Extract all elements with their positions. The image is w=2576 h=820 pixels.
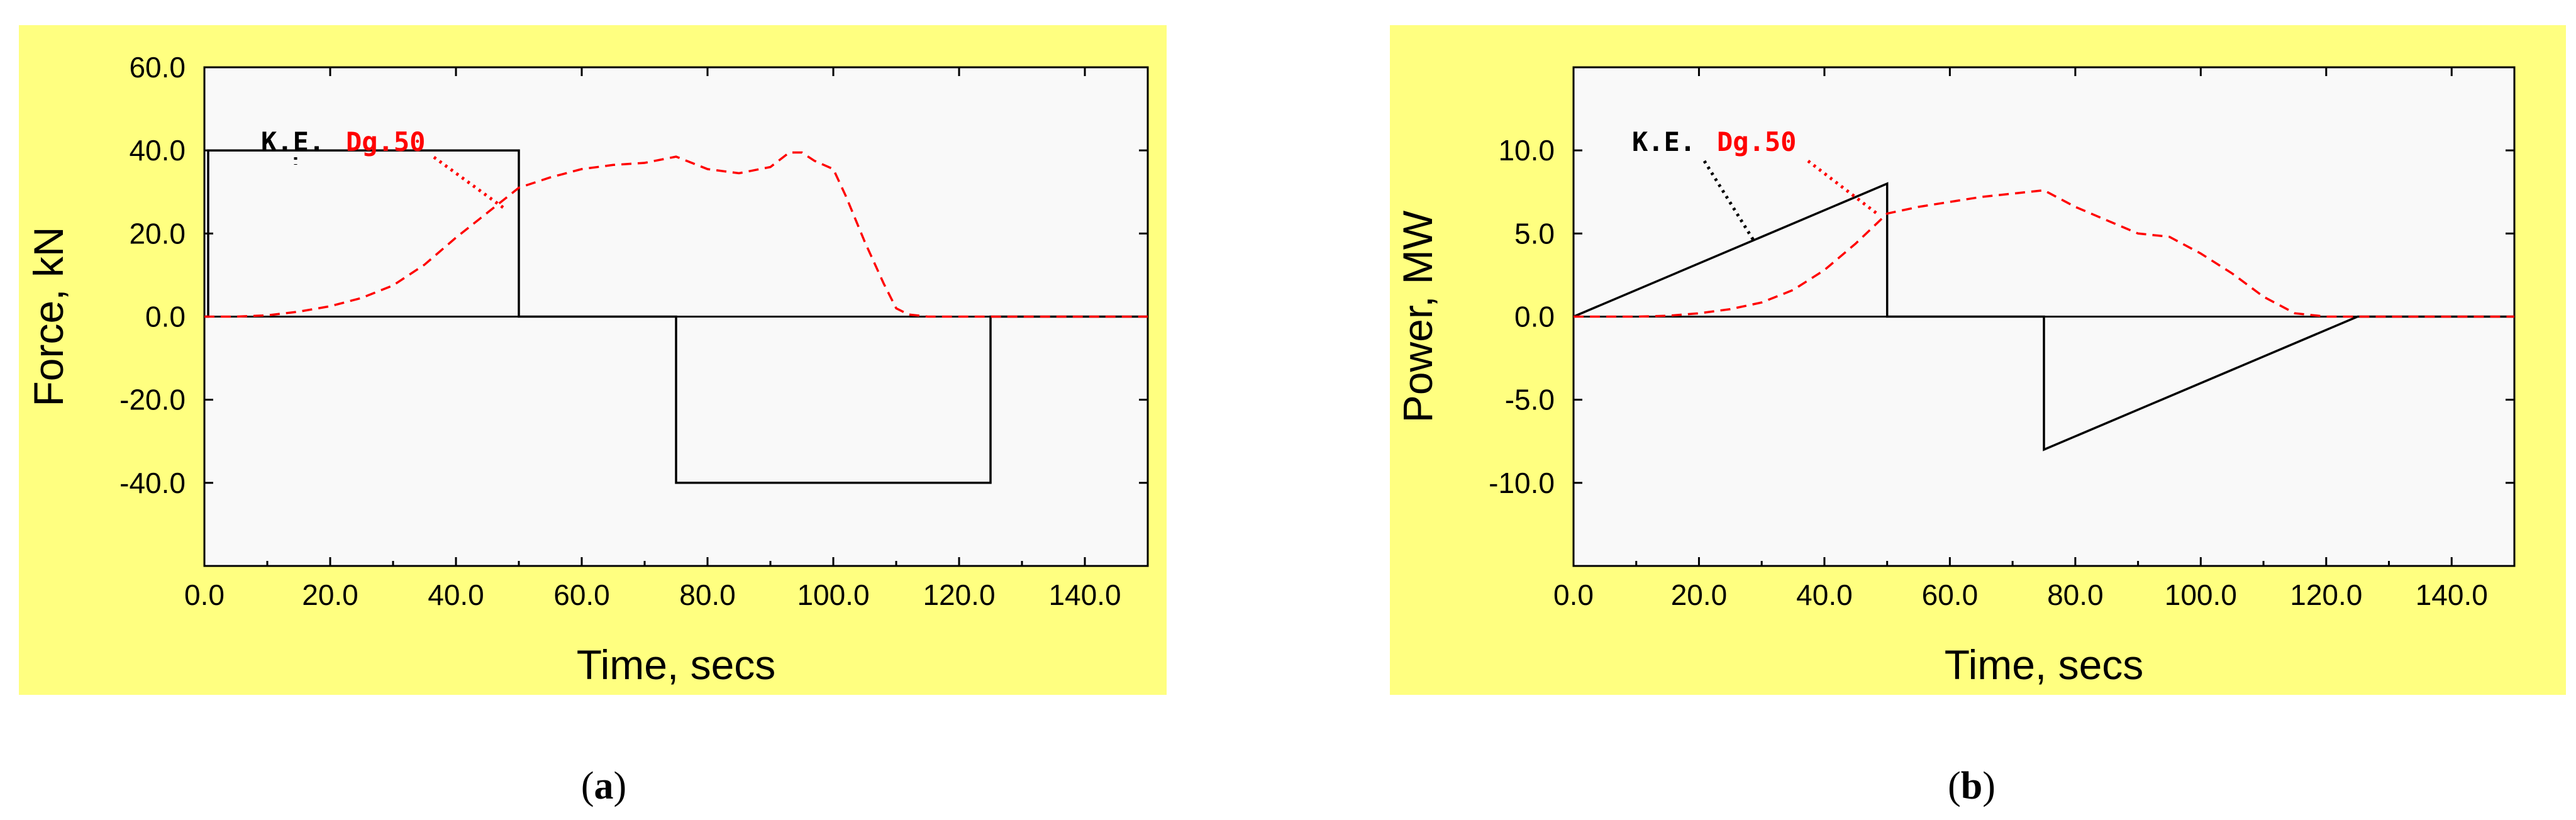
x-tick-label: 0.0 [1553, 579, 1594, 611]
y-tick-label: 60.0 [129, 51, 186, 84]
y-tick-label: 5.0 [1514, 217, 1555, 250]
legend-dg-leader [433, 155, 504, 209]
legend-ke-label: K.E. [261, 126, 325, 157]
x-tick-label: 60.0 [1922, 579, 1979, 611]
x-axis-label: Time, secs [577, 641, 776, 688]
x-axis-label: Time, secs [1945, 641, 2144, 688]
y-tick-label: -20.0 [119, 384, 186, 416]
chart-a: 0.0 20.0 40.0 60.0 80.0 100.0 120.0 140.0 60.0 40… [19, 25, 1167, 807]
chart-b: 0.0 20.0 40.0 60.0 80.0 100.0 120.0 140.0 10.0 5.… [1390, 25, 2566, 807]
x-tick-label: 140.0 [1048, 579, 1121, 611]
y-axis: 60.0 40.0 20.0 0.0 -20.0 -40.0 [119, 51, 1148, 499]
series-dg [204, 151, 1148, 318]
y-tick-label: 0.0 [145, 301, 186, 333]
x-tick-label: 80.0 [2047, 579, 2104, 611]
x-tick-label: 120.0 [923, 579, 995, 611]
x-axis: 0.0 20.0 40.0 60.0 80.0 100.0 120.0 140.0 [1553, 67, 2488, 611]
y-tick-label: 40.0 [129, 134, 186, 167]
x-tick-label: 40.0 [1796, 579, 1853, 611]
series-ke [1573, 182, 2514, 452]
y-axis-label: Force, kN [25, 226, 72, 406]
legend: K.E. Dg.50 [261, 126, 504, 209]
x-tick-label: 0.0 [184, 579, 225, 611]
y-tick-label: -40.0 [119, 467, 186, 499]
y-tick-label: 0.0 [1514, 301, 1555, 333]
legend-dg-label: Dg.50 [346, 126, 425, 157]
x-tick-label: 120.0 [2290, 579, 2362, 611]
caption: (b) [1948, 765, 1996, 807]
y-tick-label: 20.0 [129, 217, 186, 250]
y-tick-label: 10.0 [1498, 134, 1555, 167]
dg-line [204, 151, 1148, 318]
x-tick-label: 60.0 [553, 579, 610, 611]
series-ke [204, 149, 1148, 484]
x-axis: 0.0 20.0 40.0 60.0 80.0 100.0 120.0 140.0 [184, 67, 1121, 611]
x-tick-label: 100.0 [2165, 579, 2237, 611]
x-tick-label: 140.0 [2416, 579, 2488, 611]
y-axis: 10.0 5.0 0.0 -5.0 -10.0 [1489, 134, 2514, 499]
x-tick-label: 80.0 [679, 579, 736, 611]
ke-line [1573, 182, 2514, 452]
legend-dg-label: Dg.50 [1717, 126, 1796, 157]
legend-ke-label: K.E. [1632, 126, 1696, 157]
legend-dg-leader [1807, 160, 1879, 215]
y-axis-label: Power, MW [1394, 210, 1441, 423]
y-tick-label: -10.0 [1489, 467, 1555, 499]
x-tick-label: 40.0 [428, 579, 484, 611]
x-tick-label: 20.0 [1671, 579, 1728, 611]
legend-ke-leader [1702, 160, 1757, 243]
x-tick-label: 20.0 [302, 579, 358, 611]
legend: K.E. Dg.50 [1632, 126, 1879, 243]
ke-line [204, 149, 1148, 484]
caption: (a) [581, 765, 626, 807]
x-tick-label: 100.0 [797, 579, 869, 611]
y-tick-label: -5.0 [1505, 384, 1555, 416]
